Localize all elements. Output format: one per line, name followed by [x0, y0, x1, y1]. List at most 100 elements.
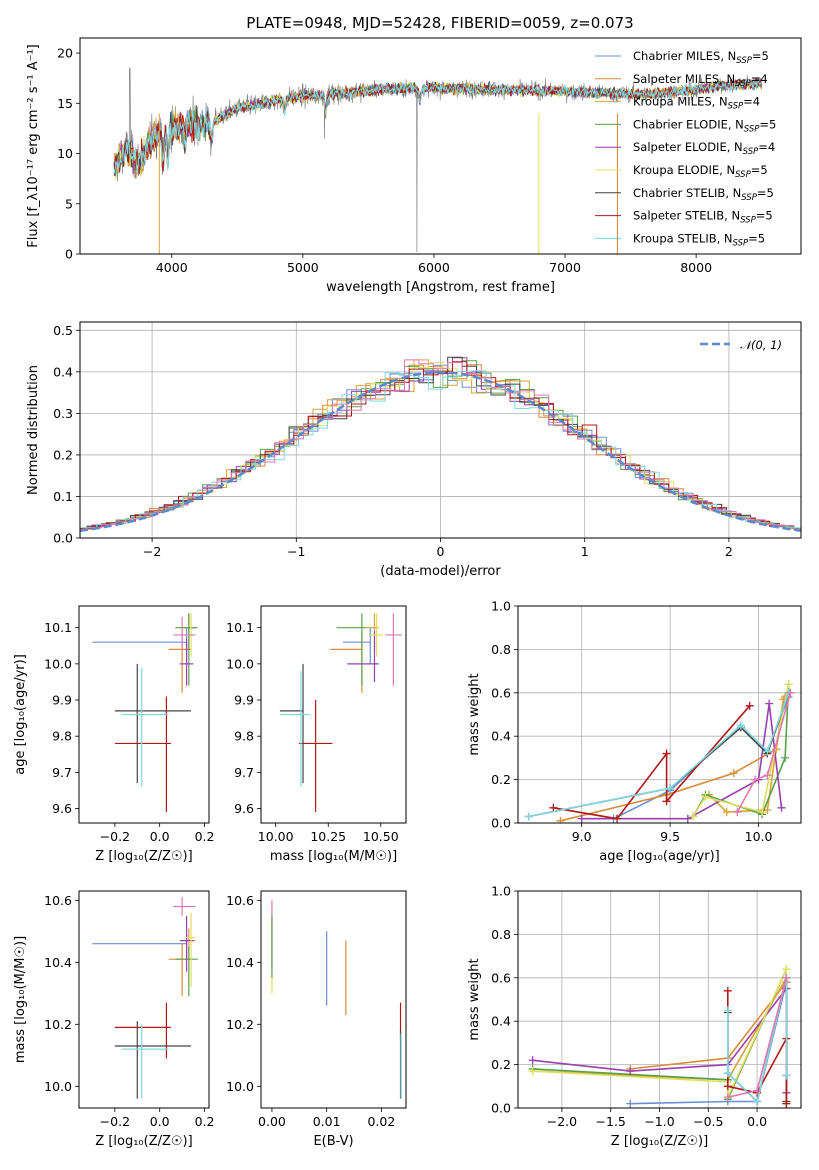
weight-series-chabrier-stelib: [524, 688, 793, 821]
x-axis-label: wavelength [Angstrom, rest frame]: [326, 280, 555, 295]
x-tick-label: 10.50: [363, 829, 399, 844]
x-axis-label: Z [log₁₀(Z/Z☉)]: [611, 1134, 708, 1149]
x-tick-label: 0.02: [367, 1114, 395, 1129]
weight-series-kroupa-stelib: [723, 973, 791, 1106]
series-point: [689, 812, 698, 821]
residuals-panel: −2 −1 0 1 2 0.0 0.1 0.2 0.3 0.4 0.5 (data-model)/er…: [26, 321, 802, 579]
x-tick-label: 0.2: [195, 829, 215, 844]
weight-series-kroupa-stelib: [524, 688, 793, 821]
mass-vs-ebv-panel: 0.00 0.01 0.02 10.0 10.2 10.4 10.6 E(B-V): [226, 890, 407, 1149]
legend-entry: Salpeter MILES, NSSP=4: [633, 72, 768, 89]
y-tick-label: 0.4: [491, 729, 511, 744]
legend-entry: 𝒩(0, 1): [740, 338, 782, 352]
series-point: [528, 1056, 537, 1065]
errorbar-pink: [173, 616, 196, 650]
y-tick-label: 10.2: [226, 1017, 254, 1032]
series-point: [613, 814, 622, 823]
errorbar-salpeter-miles: [168, 943, 192, 997]
plot-area: [113, 67, 763, 254]
errorbar-kroupa-stelib: [121, 1024, 169, 1099]
y-tick-label: 0.2: [491, 1057, 511, 1072]
y-axis-label: mass weight: [467, 673, 482, 755]
errorbar-pink: [173, 897, 196, 916]
series-point: [753, 1086, 762, 1095]
errorbar-salpeter-miles: [330, 631, 363, 693]
series-point: [723, 986, 732, 995]
series-point: [777, 803, 786, 812]
weight-series-salpeter-miles: [556, 693, 790, 823]
y-tick-label: 9.6: [234, 801, 254, 816]
plot-area: [92, 897, 198, 1099]
x-tick-label: −1: [287, 544, 305, 559]
y-tick-label: 0: [65, 247, 73, 262]
series-point: [723, 1069, 732, 1078]
x-tick-label: −2.0: [547, 1114, 577, 1129]
series-point: [528, 1067, 537, 1076]
legend-entry: Kroupa ELODIE, NSSP=5: [633, 163, 768, 180]
series-line: [528, 692, 790, 818]
weights-vs-metallicity-panel: −2.0 −1.5 −1.0 −0.5 0.0 0.0 0.2 0.4 0.6 0.8 1.0 Z […: [467, 884, 802, 1149]
y-tick-label: 0.2: [491, 772, 511, 787]
errorbar-salpeter-stelib: [114, 1002, 171, 1059]
series-point: [722, 808, 731, 817]
legend-entry: Chabrier ELODIE, NSSP=5: [633, 117, 776, 134]
y-tick-label: 10.0: [226, 656, 254, 671]
x-tick-label: 10.00: [258, 829, 294, 844]
y-tick-label: 0.0: [491, 1101, 511, 1116]
errorbar-salpeter-miles: [168, 631, 192, 693]
age-vs-mass-panel: 10.00 10.25 10.50 9.6 9.7 9.8 9.9 10.0 10.1 mass …: [226, 605, 407, 864]
weight-series-salpeter-stelib: [549, 701, 754, 823]
y-tick-label: 0.1: [53, 489, 73, 504]
legend-entry: Chabrier MILES, NSSP=5: [633, 49, 769, 66]
series-point: [763, 805, 772, 814]
y-tick-label: 0.3: [53, 406, 73, 421]
series-point: [556, 816, 565, 823]
series-point: [524, 812, 533, 821]
x-axis-label: Z [log₁₀(Z/Z☉)]: [95, 849, 192, 864]
axes-frame: [78, 605, 210, 824]
errorbar-salpeter-stelib: [298, 700, 333, 813]
x-tick-label: −0.2: [100, 1114, 130, 1129]
axes-frame: [260, 605, 407, 824]
series-point: [733, 808, 742, 817]
y-tick-label: 10.0: [226, 1079, 254, 1094]
series-point: [549, 803, 558, 812]
errorbar-salpeter-elodie: [347, 631, 379, 682]
y-tick-label: 10.4: [44, 955, 72, 970]
errorbar-chabrier-miles: [92, 934, 188, 960]
y-tick-label: 1.0: [491, 599, 511, 614]
x-tick-label: 0.01: [313, 1114, 341, 1129]
series-point: [723, 1093, 732, 1102]
y-tick-label: 1.0: [491, 884, 511, 899]
spectrum-panel: 4000 5000 6000 7000 8000 0 5 10 15 20 wavelength […: [26, 37, 802, 295]
y-tick-label: 10.0: [44, 1079, 72, 1094]
plot-area: [92, 613, 198, 813]
series-point: [662, 749, 671, 758]
y-tick-label: 0.2: [53, 447, 73, 462]
y-tick-label: 10.2: [44, 1017, 72, 1032]
x-tick-label: 5000: [287, 260, 319, 275]
series-point: [745, 701, 754, 710]
errorbar-chabrier-elodie: [175, 613, 198, 686]
x-axis-label: Z [log₁₀(Z/Z☉)]: [95, 1134, 192, 1149]
series-point: [626, 1099, 635, 1108]
series-point: [723, 1006, 732, 1015]
x-tick-label: −0.2: [100, 829, 130, 844]
x-tick-label: 0.00: [258, 1114, 286, 1129]
series-point: [782, 965, 791, 974]
series-point: [781, 753, 790, 762]
x-tick-label: −2: [143, 544, 161, 559]
axes-frame: [79, 37, 802, 255]
x-tick-label: 9.5: [660, 829, 680, 844]
x-axis-label: age [log₁₀(age/yr)]: [599, 849, 720, 864]
series-line: [708, 692, 791, 813]
weight-series-pink: [733, 688, 795, 817]
series-line: [528, 692, 790, 818]
legend-entry: Chabrier STELIB, NSSP=5: [633, 186, 774, 203]
y-tick-label: 5: [65, 196, 73, 211]
x-tick-label: 9.0: [572, 829, 592, 844]
x-tick-label: 0: [437, 544, 445, 559]
series-point: [662, 797, 671, 806]
y-axis-label: age [log₁₀(age/yr)]: [13, 654, 28, 775]
